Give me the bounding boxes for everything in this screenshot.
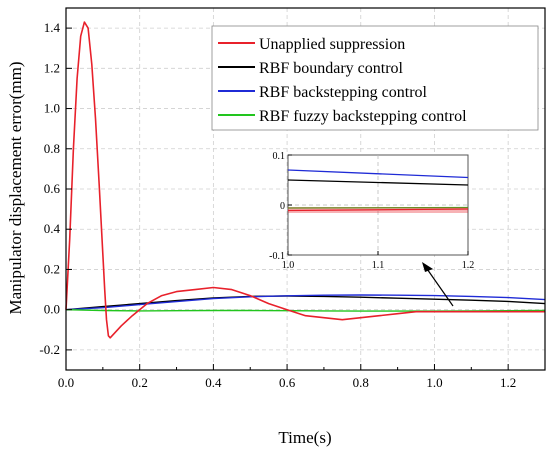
x-axis-label: Time(s): [278, 428, 331, 447]
inset-noise-band: [288, 207, 468, 213]
y-axis: -0.2 0.0 0.2 0.4 0.6 0.8 1.0 1.2 1.4: [39, 20, 72, 357]
x-tick-label: 0.0: [58, 375, 74, 390]
y-tick-label: 1.4: [44, 20, 61, 35]
inset-y-tick-label: -0.1: [269, 251, 285, 262]
inset-series-line-2: [287, 169, 469, 179]
y-tick-label: 0.2: [44, 261, 60, 276]
series-lines: [65, 21, 546, 339]
series-line-3: [65, 294, 546, 311]
inset-zoom-plot: 1.0 1.1 1.2 0.1 0 -0.1: [269, 151, 474, 271]
y-axis-label: Manipulator displacement error(mm): [6, 61, 25, 314]
zoom-arrow: [422, 262, 454, 307]
x-tick-label: 0.4: [205, 375, 222, 390]
legend-label-1: Unapplied suppression: [259, 36, 405, 53]
y-tick-label: 0.8: [44, 141, 60, 156]
legend-label-4: RBF fuzzy backstepping control: [259, 108, 467, 125]
inset-x-tick-label: 1.0: [282, 260, 295, 271]
inset-x-tick-label: 1.2: [462, 260, 475, 271]
y-tick-label: 1.0: [44, 101, 60, 116]
x-tick-label: 0.6: [279, 375, 296, 390]
y-tick-label: 0.0: [44, 302, 60, 317]
x-tick-label: 1.2: [500, 375, 516, 390]
series-line-1: [65, 21, 545, 339]
legend: Unapplied suppression RBF boundary contr…: [211, 25, 539, 131]
x-tick-label: 0.8: [353, 375, 369, 390]
x-tick-label: 1.0: [426, 375, 442, 390]
x-tick-label: 0.2: [132, 375, 148, 390]
legend-label-3: RBF backstepping control: [259, 84, 428, 101]
y-tick-label: 1.2: [44, 60, 60, 75]
inset-series-line-4: [287, 208, 469, 212]
inset-x-tick-label: 1.1: [372, 260, 385, 271]
inset-series-line-1: [287, 179, 469, 186]
inset-series-line-3: [287, 206, 469, 209]
legend-label-2: RBF boundary control: [259, 60, 404, 77]
y-tick-label: -0.2: [39, 342, 60, 357]
y-tick-label: 0.4: [44, 221, 61, 236]
x-axis: 0.0 0.2 0.4 0.6 0.8 1.0 1.2: [58, 364, 546, 390]
series-line-2: [65, 295, 546, 311]
y-tick-label: 0.6: [44, 181, 61, 196]
inset-y-tick-label: 0: [280, 201, 285, 212]
inset-y-tick-label: 0.1: [273, 151, 286, 162]
legend-box: [211, 25, 539, 131]
